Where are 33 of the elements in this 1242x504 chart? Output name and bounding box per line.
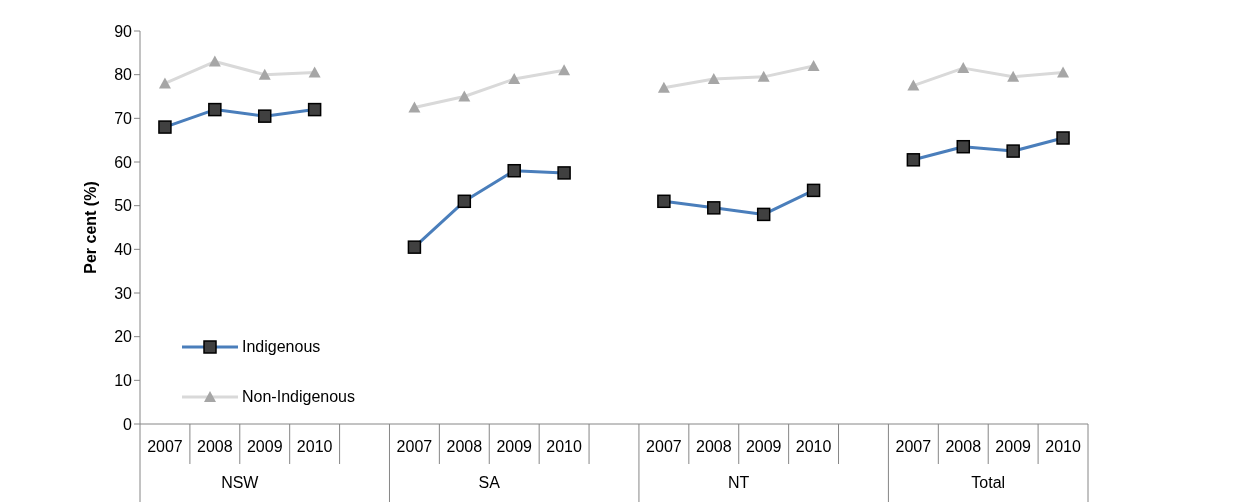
x-tick-label: 2007 — [646, 438, 682, 455]
x-tick-label: 2008 — [197, 438, 233, 455]
y-tick-label: 20 — [114, 328, 133, 346]
x-tick-label: 2009 — [246, 438, 283, 455]
legend-label: Indigenous — [242, 338, 321, 356]
y-tick-label: 40 — [114, 241, 133, 259]
x-tick-label: 2010 — [546, 438, 582, 455]
x-tick-label: 2010 — [296, 438, 333, 455]
y-axis-title: Per cent (%) — [81, 181, 99, 274]
x-tick-label: 2009 — [496, 438, 533, 455]
y-tick-label: 30 — [114, 284, 133, 302]
x-tick-label: 2010 — [795, 438, 832, 455]
x-tick-label: 2010 — [1045, 438, 1081, 455]
x-tick-label: 2007 — [147, 438, 183, 455]
y-tick-label: 60 — [114, 153, 133, 171]
x-tick-label: 2009 — [995, 438, 1032, 455]
x-tick-label: 2008 — [695, 438, 732, 455]
x-tick-label: 2007 — [895, 438, 932, 455]
legend-label: Non-Indigenous — [242, 388, 355, 406]
x-tick-label: 2008 — [446, 438, 483, 455]
text: NSW — [221, 474, 260, 491]
y-tick-label: 0 — [123, 415, 133, 433]
text: NT — [728, 474, 750, 491]
x-tick-label: 2007 — [396, 438, 433, 455]
y-tick-label: 80 — [114, 66, 133, 84]
y-tick-label: 70 — [114, 110, 133, 128]
y-tick-label: 50 — [114, 197, 133, 215]
x-tick-label: 2008 — [945, 438, 982, 455]
text: SA — [478, 474, 501, 491]
text: Total — [971, 474, 1006, 491]
x-tick-label: 2009 — [745, 438, 782, 455]
y-tick-label: 90 — [114, 22, 133, 40]
y-tick-label: 10 — [114, 372, 133, 390]
